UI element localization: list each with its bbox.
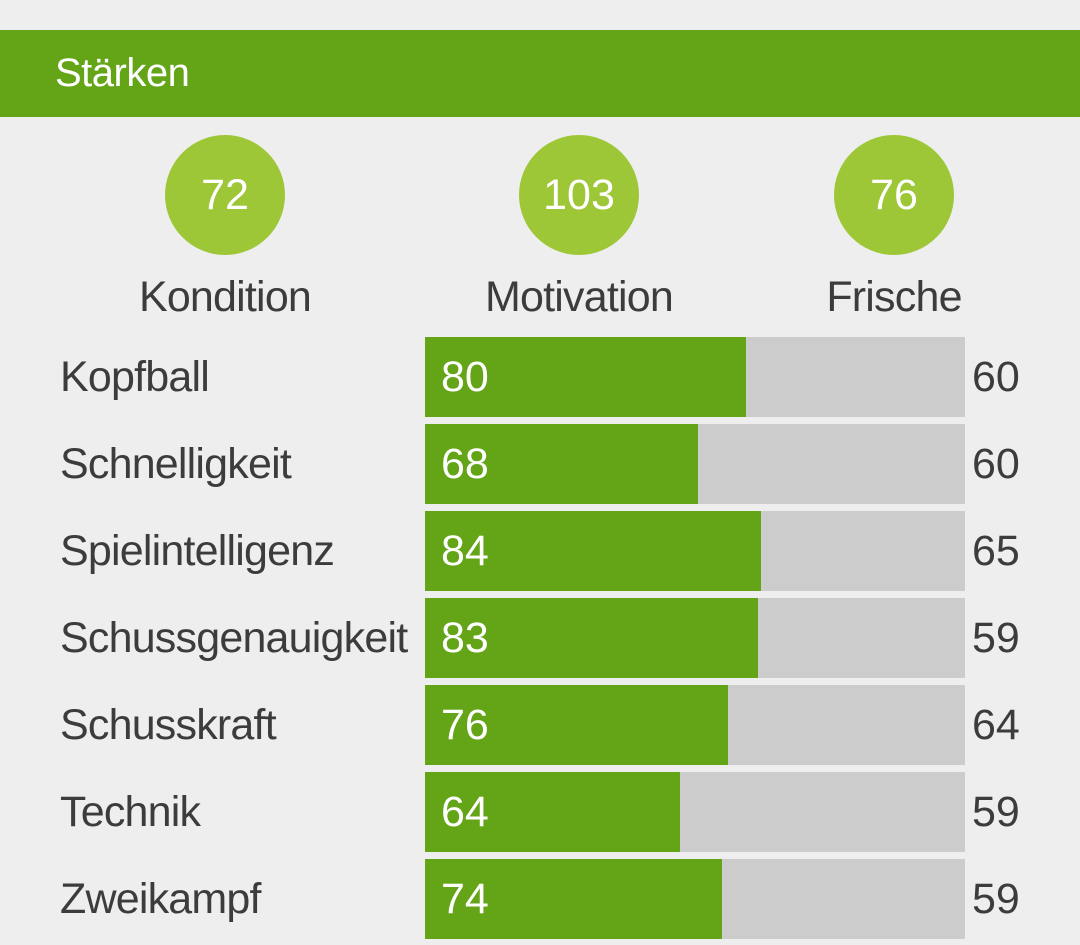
skill-bar-track: 76	[425, 685, 965, 765]
stat-frische: 76 Frische	[774, 135, 1014, 323]
skill-row-schusskraft: Schusskraft 76 64	[0, 685, 1080, 765]
skill-potential: 59	[972, 788, 1020, 836]
skill-bar-track: 84	[425, 511, 965, 591]
skill-row-schnelligkeit: Schnelligkeit 68 60	[0, 424, 1080, 504]
skill-name: Spielintelligenz	[60, 527, 335, 575]
skill-name: Schusskraft	[60, 701, 277, 749]
skill-value: 84	[441, 527, 489, 575]
skill-potential: 64	[972, 701, 1020, 749]
skill-row-kopfball: Kopfball 80 60	[0, 337, 1080, 417]
skill-bar-fill	[425, 772, 680, 852]
skill-bar-track: 74	[425, 859, 965, 939]
section-header: Stärken	[0, 30, 1080, 117]
stat-kondition: 72 Kondition	[105, 135, 345, 323]
skill-value: 64	[441, 788, 489, 836]
skill-name: Schussgenauigkeit	[60, 614, 408, 662]
skill-bar-fill	[425, 337, 746, 417]
stat-motivation: 103 Motivation	[459, 135, 699, 323]
section-title: Stärken	[55, 51, 190, 95]
stat-frische-value: 76	[834, 135, 954, 255]
skill-potential: 60	[972, 440, 1020, 488]
skill-bar-track: 64	[425, 772, 965, 852]
skill-potential: 59	[972, 614, 1020, 662]
skill-bar-track: 80	[425, 337, 965, 417]
skill-bar-fill	[425, 424, 699, 504]
skill-row-schussgenauigkeit: Schussgenauigkeit 83 59	[0, 598, 1080, 678]
stat-motivation-value: 103	[519, 135, 639, 255]
skill-value: 83	[441, 614, 489, 662]
skill-name: Technik	[60, 788, 201, 836]
skill-value: 74	[441, 875, 489, 923]
skill-row-technik: Technik 64 59	[0, 772, 1080, 852]
skill-bar-fill	[425, 859, 722, 939]
stat-motivation-label: Motivation	[485, 273, 674, 321]
stat-kondition-label: Kondition	[138, 273, 312, 321]
skill-name: Zweikampf	[60, 875, 261, 923]
skill-value: 68	[441, 440, 489, 488]
skill-potential: 60	[972, 353, 1020, 401]
skill-bar-track: 68	[425, 424, 965, 504]
skill-row-spielintelligenz: Spielintelligenz 84 65	[0, 511, 1080, 591]
stat-frische-label: Frische	[826, 273, 962, 321]
skill-value: 76	[441, 701, 489, 749]
skill-name: Kopfball	[60, 353, 210, 401]
skill-value: 80	[441, 353, 489, 401]
skill-bar-track: 83	[425, 598, 965, 678]
skill-row-zweikampf: Zweikampf 74 59	[0, 859, 1080, 939]
stat-kondition-value: 72	[165, 135, 285, 255]
skill-name: Schnelligkeit	[60, 440, 292, 488]
skill-bar-fill	[425, 511, 761, 591]
skill-potential: 65	[972, 527, 1020, 575]
skill-bar-fill	[425, 598, 759, 678]
skill-bar-fill	[425, 685, 728, 765]
skill-potential: 59	[972, 875, 1020, 923]
